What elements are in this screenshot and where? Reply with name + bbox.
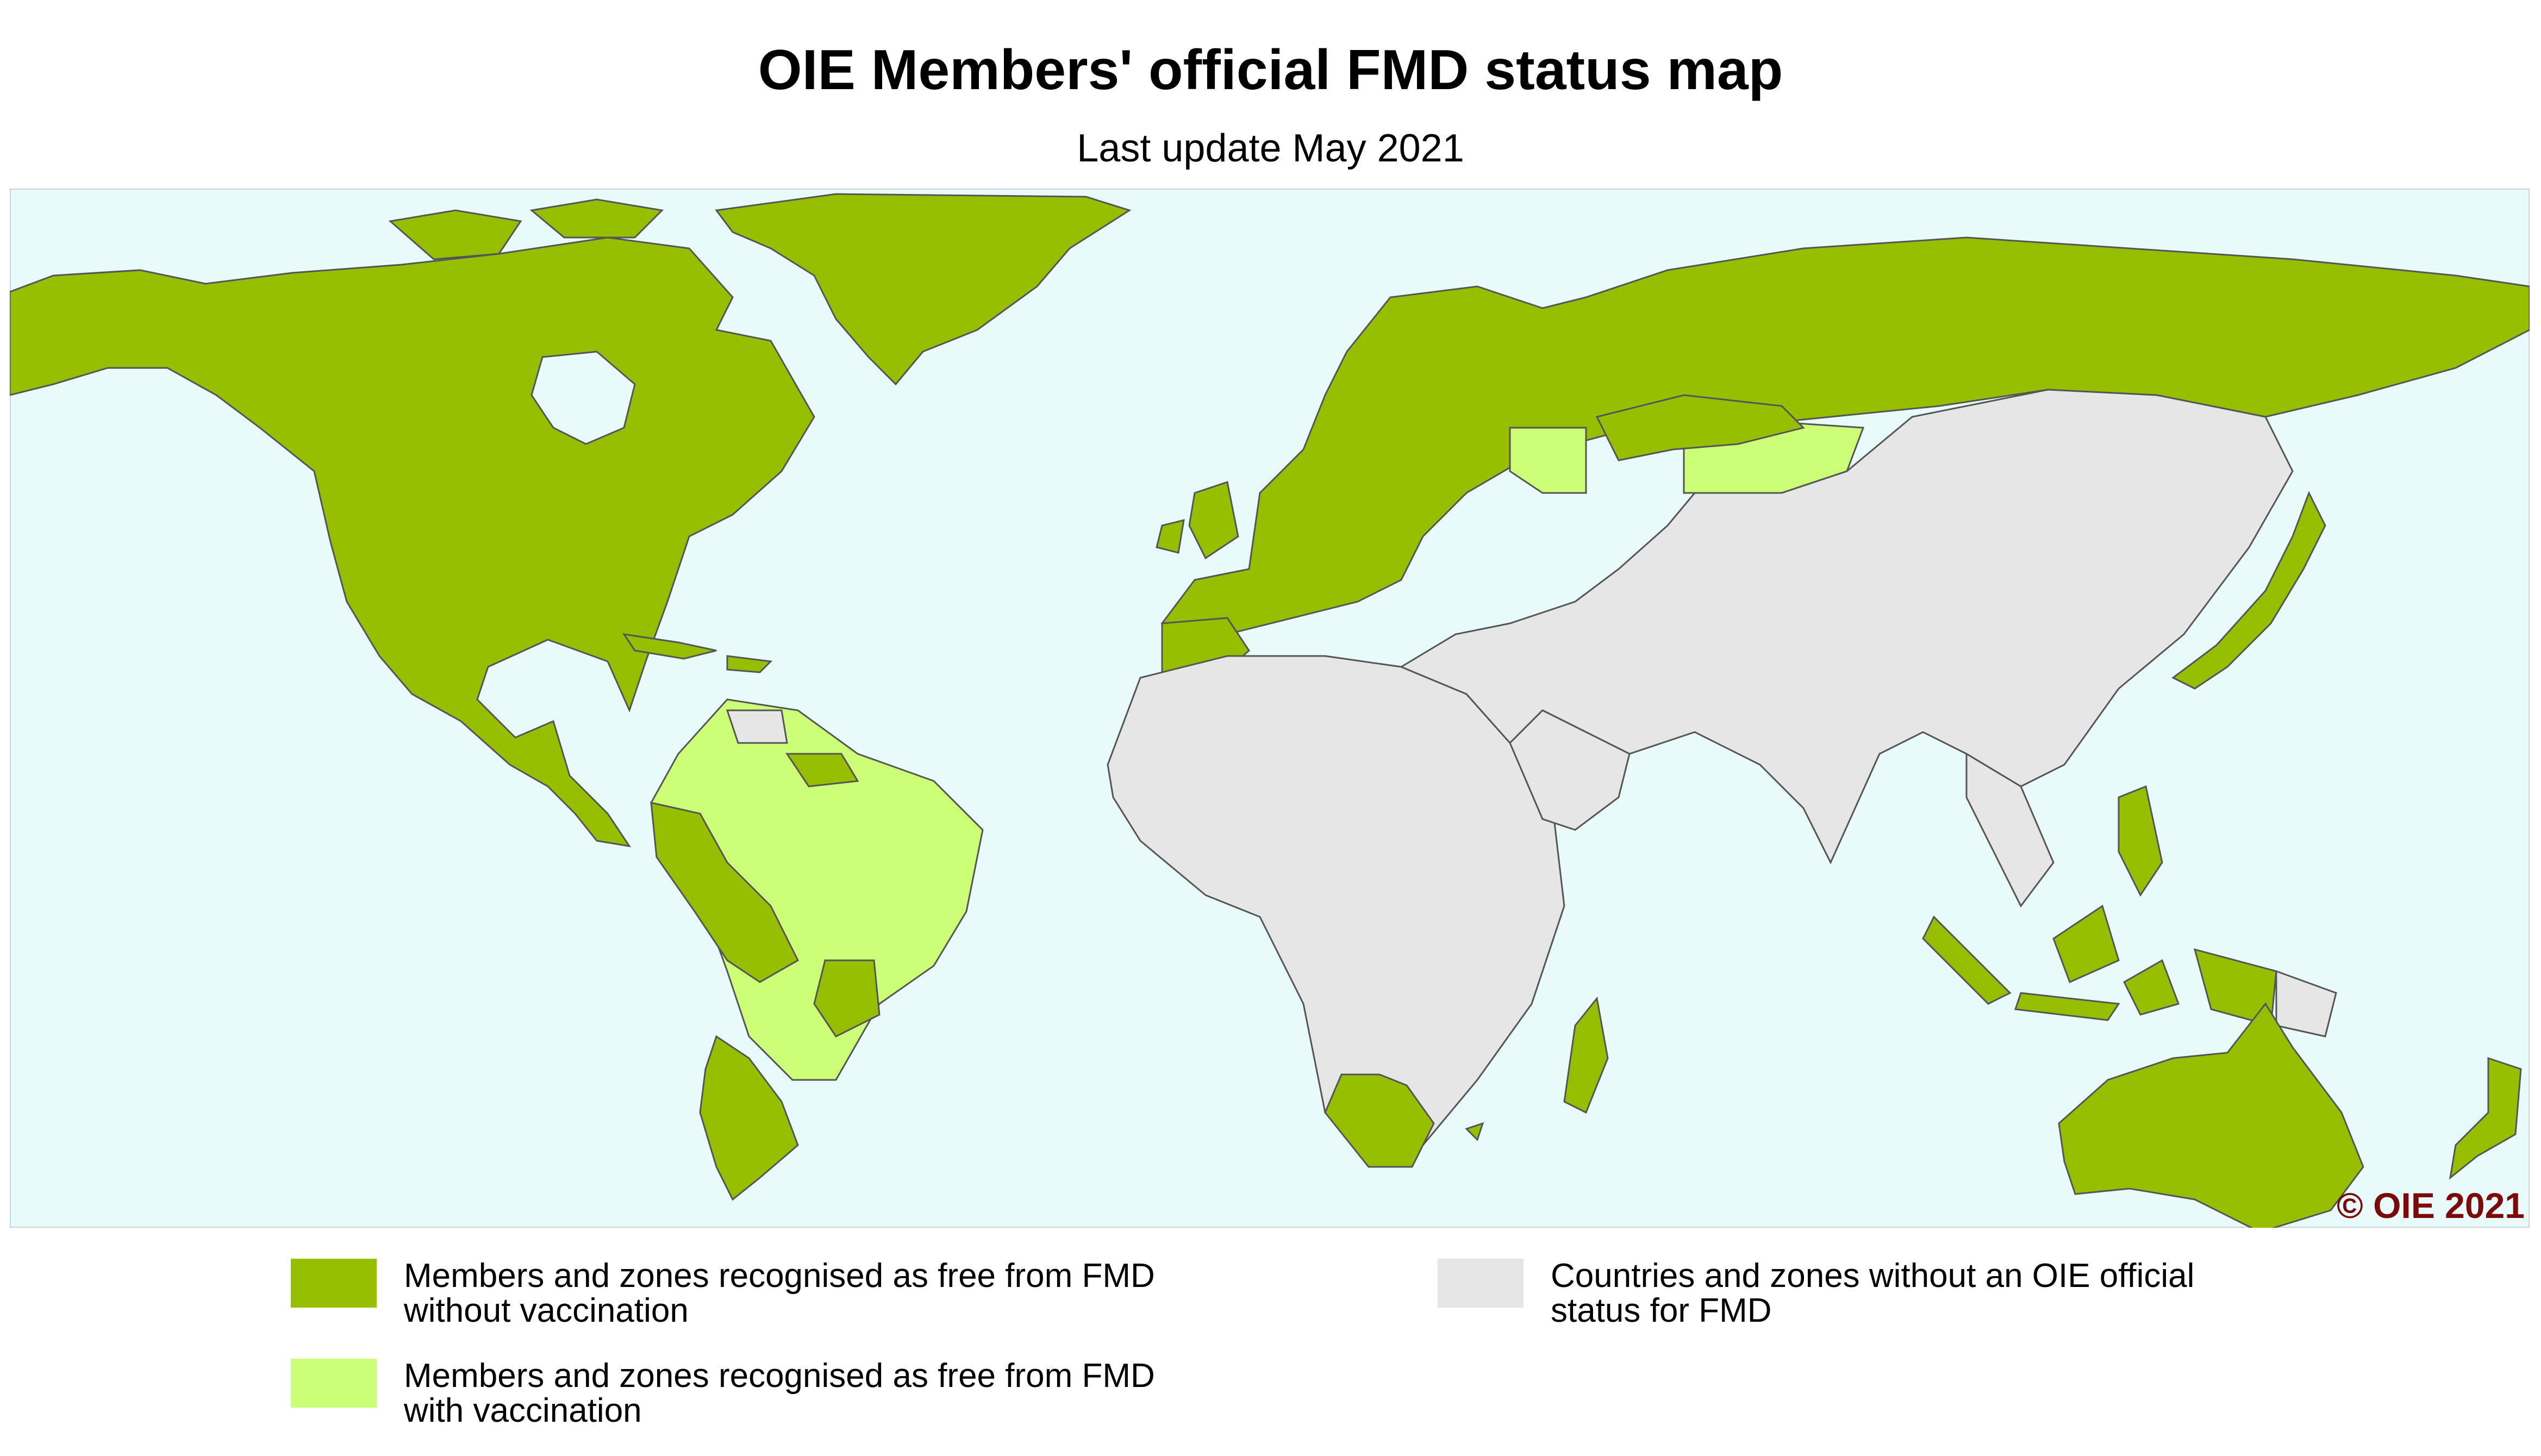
uk-ireland (1156, 481, 1239, 560)
south-america-free-south (699, 1035, 799, 1201)
map-subtitle: Last update May 2021 (1077, 127, 1464, 170)
guianas-no-status (726, 709, 788, 744)
arctic-islands (388, 198, 664, 260)
kazakhstan (1595, 394, 1805, 461)
legend-swatch-free-with-vaccination (291, 1359, 377, 1408)
greenland (715, 193, 1132, 386)
japan (2171, 491, 2326, 690)
legend-free-without-vaccination: Members and zones recognised as free fro… (291, 1259, 1155, 1328)
legend-swatch-free-without-vaccination (291, 1259, 377, 1308)
legend-label-no-official-status: Countries and zones without an OIE offic… (1551, 1259, 2194, 1328)
legend-line1: Members and zones recognised as free fro… (404, 1357, 1155, 1395)
europe-russia (1160, 236, 2530, 635)
copyright-notice: © OIE 2021 (2337, 1185, 2525, 1226)
philippines (2118, 785, 2163, 897)
legend-line2: without vaccination (404, 1292, 689, 1329)
southeast-asia-no-status (1965, 752, 2055, 908)
hudson-bay (530, 351, 636, 445)
indonesia-malaysia (1922, 904, 2277, 1027)
southern-africa-free (1324, 1073, 1484, 1168)
legend-swatch-no-official-status (1438, 1259, 1524, 1308)
madagascar (1563, 996, 1609, 1114)
australia (2058, 1002, 2364, 1228)
south-america-free-north (650, 753, 881, 1038)
legend-free-with-vaccination: Members and zones recognised as free fro… (291, 1359, 1155, 1428)
africa (1107, 655, 1565, 1163)
arabian-peninsula (1509, 709, 1631, 831)
world-map (10, 189, 2530, 1228)
caribbean-islands (622, 633, 773, 673)
legend-line1: Countries and zones without an OIE offic… (1551, 1257, 2195, 1295)
legend-line1: Members and zones recognised as free fro… (404, 1257, 1155, 1295)
papua-new-guinea-no-status (2275, 970, 2337, 1038)
legend-label-free-with-vaccination: Members and zones recognised as free fro… (404, 1359, 1155, 1428)
new-zealand (2449, 1057, 2522, 1180)
legend-label-free-without-vaccination: Members and zones recognised as free fro… (404, 1259, 1155, 1328)
legend-line2: with vaccination (404, 1392, 642, 1429)
legend-no-official-status: Countries and zones without an OIE offic… (1438, 1259, 2194, 1328)
middle-east-asia (1399, 389, 2294, 865)
map-title: OIE Members' official FMD status map (758, 39, 1783, 102)
legend-line2: status for FMD (1551, 1292, 1772, 1329)
